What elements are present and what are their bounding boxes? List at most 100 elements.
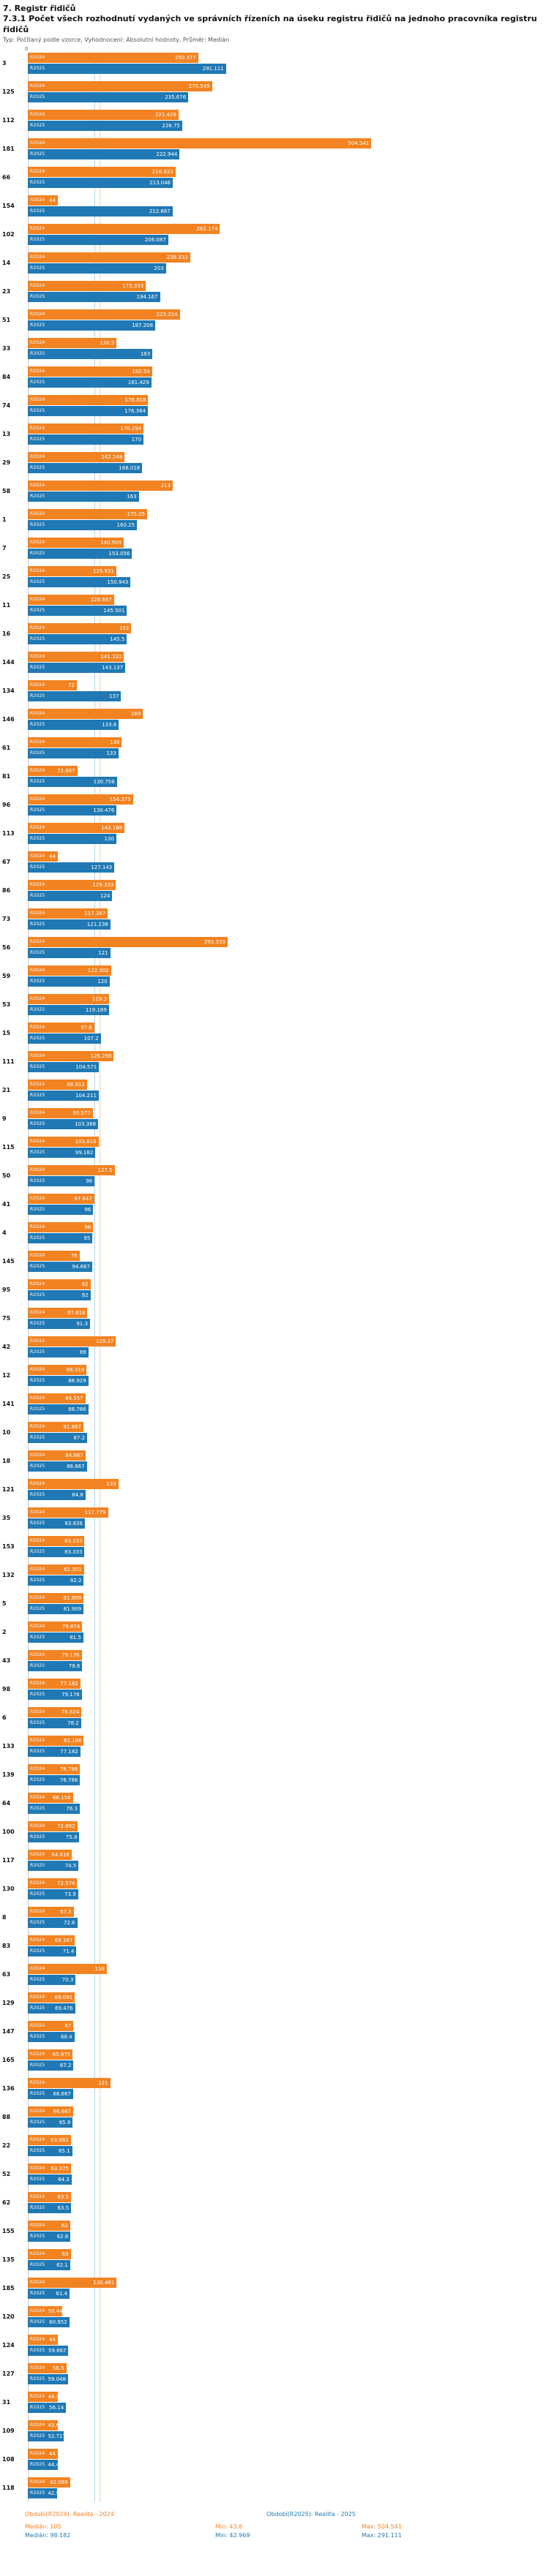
bar-2025[interactable]: R2025 71.4 bbox=[28, 1946, 77, 1957]
bar-2024[interactable]: R2024 141.332 bbox=[28, 651, 124, 662]
bar-2024[interactable]: R2024 152 bbox=[28, 622, 132, 633]
bar-2025[interactable]: R2025 86.667 bbox=[28, 1461, 87, 1472]
bar-2025[interactable]: R2025 183 bbox=[28, 348, 153, 359]
bar-2024[interactable]: R2024 129.333 bbox=[28, 879, 116, 890]
bar-2025[interactable]: R2025 77.182 bbox=[28, 1746, 81, 1757]
bar-2024[interactable]: R2024 64.416 bbox=[28, 1849, 72, 1860]
bar-2025[interactable]: R2025 153.056 bbox=[28, 548, 132, 559]
bar-2025[interactable]: R2025 104.571 bbox=[28, 1061, 100, 1072]
bar-2024[interactable]: R2024 95.577 bbox=[28, 1107, 93, 1118]
bar-2024[interactable]: R2024 173.333 bbox=[28, 280, 146, 291]
bar-2025[interactable]: R2025 76.786 bbox=[28, 1774, 81, 1785]
bar-2025[interactable]: R2025 226.75 bbox=[28, 120, 182, 131]
bar-2025[interactable]: R2025 84.8 bbox=[28, 1489, 86, 1500]
bar-2025[interactable]: R2025 206.087 bbox=[28, 234, 168, 245]
bar-2024[interactable]: R2024 129.931 bbox=[28, 565, 116, 576]
bar-2024[interactable]: R2024 126.667 bbox=[28, 594, 114, 605]
bar-2025[interactable]: R2025 99.182 bbox=[28, 1147, 96, 1158]
bar-2025[interactable]: R2025 69.476 bbox=[28, 2003, 75, 2014]
bar-2024[interactable]: R2024 213 bbox=[28, 480, 173, 491]
bar-2025[interactable]: R2025 67.2 bbox=[28, 2060, 74, 2071]
bar-2025[interactable]: R2025 62.1 bbox=[28, 2259, 70, 2270]
bar-2024[interactable]: R2024 81.667 bbox=[28, 1421, 83, 1432]
bar-2025[interactable]: R2025 181.429 bbox=[28, 377, 152, 388]
bar-2024[interactable]: R2024 78.824 bbox=[28, 1706, 82, 1717]
bar-2024[interactable]: R2024 63.082 bbox=[28, 2134, 71, 2145]
bar-2024[interactable]: R2024 82.188 bbox=[28, 1735, 84, 1746]
bar-2024[interactable]: R2024 84.557 bbox=[28, 1393, 86, 1404]
bar-2024[interactable]: R2024 79.874 bbox=[28, 1621, 83, 1632]
bar-2025[interactable]: R2025 137 bbox=[28, 690, 122, 701]
bar-2025[interactable]: R2025 95 bbox=[28, 1232, 93, 1243]
bar-2025[interactable]: R2025 44.403 bbox=[28, 2459, 66, 2470]
bar-2025[interactable]: R2025 68.4 bbox=[28, 2031, 75, 2042]
bar-2024[interactable]: R2024 83.333 bbox=[28, 1535, 85, 1546]
bar-2024[interactable]: R2024 270.549 bbox=[28, 80, 212, 91]
bar-2025[interactable]: R2025 222.944 bbox=[28, 148, 180, 159]
bar-2024[interactable]: R2024 293.333 bbox=[28, 936, 228, 947]
bar-2024[interactable]: R2024 62.069 bbox=[28, 2477, 70, 2488]
bar-2025[interactable]: R2025 82.2 bbox=[28, 1575, 84, 1586]
bar-2025[interactable]: R2025 203 bbox=[28, 263, 166, 274]
bar-2025[interactable]: R2025 64.3 bbox=[28, 2174, 72, 2185]
bar-2024[interactable]: R2024 127.5 bbox=[28, 1164, 115, 1175]
bar-2024[interactable]: R2024 92 bbox=[28, 1278, 91, 1289]
bar-2025[interactable]: R2025 78.2 bbox=[28, 1717, 81, 1728]
bar-2024[interactable]: R2024 140.909 bbox=[28, 537, 124, 548]
bar-2025[interactable]: R2025 83.836 bbox=[28, 1518, 85, 1529]
bar-2025[interactable]: R2025 212.667 bbox=[28, 206, 173, 216]
bar-2024[interactable]: R2024 130.5 bbox=[28, 337, 117, 348]
bar-2024[interactable]: R2024 142.248 bbox=[28, 451, 125, 462]
bar-2025[interactable]: R2025 74.5 bbox=[28, 1860, 79, 1871]
bar-2025[interactable]: R2025 121.238 bbox=[28, 919, 111, 930]
bar-2025[interactable]: R2025 42.969 bbox=[28, 2488, 66, 2498]
bar-2024[interactable]: R2024 72 bbox=[28, 679, 77, 690]
bar-2025[interactable]: R2025 94.667 bbox=[28, 1261, 93, 1272]
bar-2024[interactable]: R2024 133 bbox=[28, 1478, 119, 1489]
bar-2024[interactable]: R2024 97.647 bbox=[28, 1193, 94, 1204]
bar-2024[interactable]: R2024 130.481 bbox=[28, 2277, 117, 2288]
bar-2024[interactable]: R2024 169 bbox=[28, 708, 143, 719]
bar-2025[interactable]: R2025 72.6 bbox=[28, 1917, 78, 1928]
bar-2024[interactable]: R2024 122.302 bbox=[28, 965, 111, 976]
bar-2025[interactable]: R2025 75.8 bbox=[28, 1831, 80, 1842]
bar-2025[interactable]: R2025 143.137 bbox=[28, 662, 126, 673]
bar-2025[interactable]: R2025 96 bbox=[28, 1204, 94, 1215]
bar-2025[interactable]: R2025 56.14 bbox=[28, 2402, 67, 2413]
bar-2024[interactable]: R2024 76 bbox=[28, 1250, 80, 1261]
bar-2025[interactable]: R2025 89 bbox=[28, 1347, 89, 1357]
bar-2025[interactable]: R2025 88.929 bbox=[28, 1375, 89, 1386]
bar-2025[interactable]: R2025 81.909 bbox=[28, 1603, 84, 1614]
bar-2024[interactable]: R2024 170.294 bbox=[28, 423, 144, 434]
bar-2024[interactable]: R2024 223.214 bbox=[28, 309, 180, 320]
bar-2024[interactable]: R2024 142.188 bbox=[28, 822, 125, 833]
bar-2024[interactable]: R2024 216.923 bbox=[28, 166, 176, 177]
bar-2024[interactable]: R2024 66.154 bbox=[28, 1792, 73, 1803]
bar-2025[interactable]: R2025 79.8 bbox=[28, 1660, 83, 1671]
bar-2024[interactable]: R2024 86.319 bbox=[28, 1364, 87, 1375]
bar-2024[interactable]: R2024 138 bbox=[28, 737, 122, 747]
bar-2024[interactable]: R2024 66.667 bbox=[28, 2106, 73, 2117]
bar-2025[interactable]: R2025 170 bbox=[28, 434, 144, 445]
bar-2025[interactable]: R2025 145.5 bbox=[28, 633, 127, 644]
bar-2024[interactable]: R2024 72.692 bbox=[28, 1820, 78, 1831]
bar-2025[interactable]: R2025 163 bbox=[28, 491, 139, 502]
bar-2025[interactable]: R2025 130.476 bbox=[28, 805, 117, 816]
bar-2024[interactable]: R2024 117.387 bbox=[28, 908, 108, 919]
bar-2024[interactable]: R2024 44 bbox=[28, 2448, 58, 2459]
bar-2024[interactable]: R2024 62 bbox=[28, 2220, 70, 2231]
bar-2025[interactable]: R2025 187.208 bbox=[28, 320, 156, 331]
bar-2024[interactable]: R2024 69.167 bbox=[28, 1935, 75, 1946]
bar-2025[interactable]: R2025 130.758 bbox=[28, 776, 117, 787]
bar-2024[interactable]: R2024 44 bbox=[28, 851, 58, 862]
bar-2025[interactable]: R2025 133.6 bbox=[28, 719, 119, 730]
bar-2025[interactable]: R2025 133 bbox=[28, 747, 119, 758]
bar-2025[interactable]: R2025 124 bbox=[28, 890, 113, 901]
bar-2025[interactable]: R2025 160.25 bbox=[28, 519, 138, 530]
bar-2025[interactable]: R2025 127.143 bbox=[28, 862, 115, 873]
bar-2024[interactable]: R2024 72.574 bbox=[28, 1878, 78, 1888]
bar-2024[interactable]: R2024 63 bbox=[28, 2248, 71, 2259]
bar-2025[interactable]: R2025 104.211 bbox=[28, 1090, 99, 1101]
bar-2025[interactable]: R2025 213.046 bbox=[28, 177, 173, 188]
bar-2025[interactable]: R2025 83.333 bbox=[28, 1546, 85, 1557]
